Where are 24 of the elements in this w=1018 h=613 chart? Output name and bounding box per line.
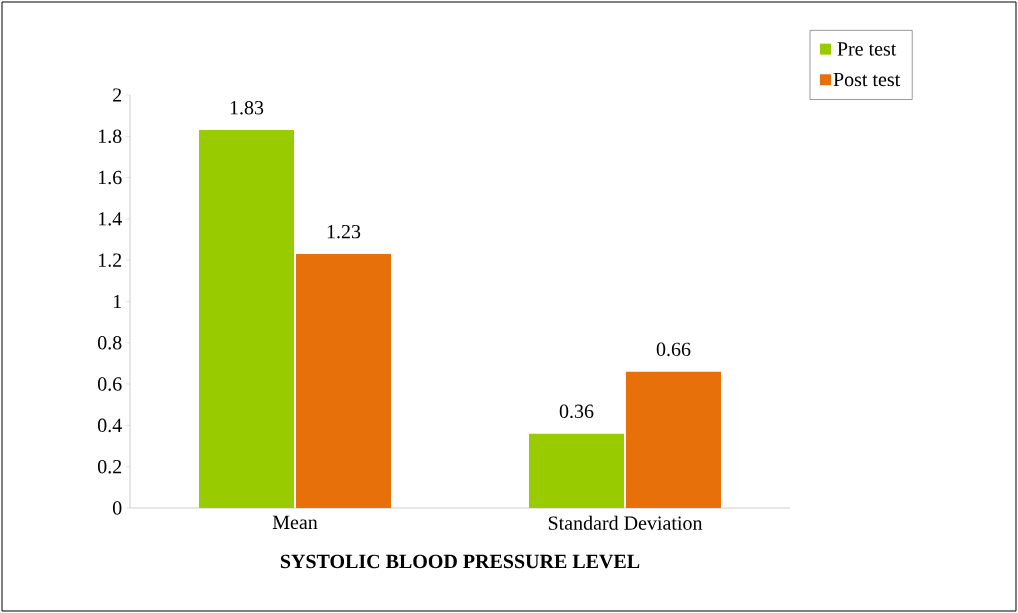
y-tick-label: 0.4: [97, 418, 122, 433]
y-tick-label: 0.8: [97, 336, 122, 350]
data-label: 1.83: [230, 100, 264, 115]
data-label: 0.36: [559, 404, 594, 419]
y-tick-label: 1.6: [98, 170, 122, 185]
y-tick-label: 1: [113, 294, 122, 309]
y-tick-label: 2: [113, 88, 122, 102]
data-label: 0.66: [656, 342, 691, 357]
y-tick-label: 1.4: [98, 212, 122, 226]
bar: [199, 130, 294, 508]
x-tick-label: Standard Deviation: [548, 515, 703, 530]
y-tick-label: 0.6: [97, 377, 122, 391]
y-tick-label: 1.2: [98, 253, 122, 267]
y-tick-label: 1.8: [98, 129, 122, 144]
y-tick-label: 0.2: [97, 459, 122, 474]
legend-label: Post test: [833, 72, 901, 87]
x-axis-title: SYSTOLIC BLOOD PRESSURE LEVEL: [280, 554, 640, 569]
data-label: 1.23: [327, 224, 361, 239]
y-tick-label: 0: [112, 501, 122, 515]
x-tick-label: Mean: [272, 515, 318, 530]
bar: [296, 254, 392, 508]
legend-label: Pre test: [837, 42, 897, 56]
bar: [626, 371, 721, 508]
bar: [529, 433, 624, 508]
